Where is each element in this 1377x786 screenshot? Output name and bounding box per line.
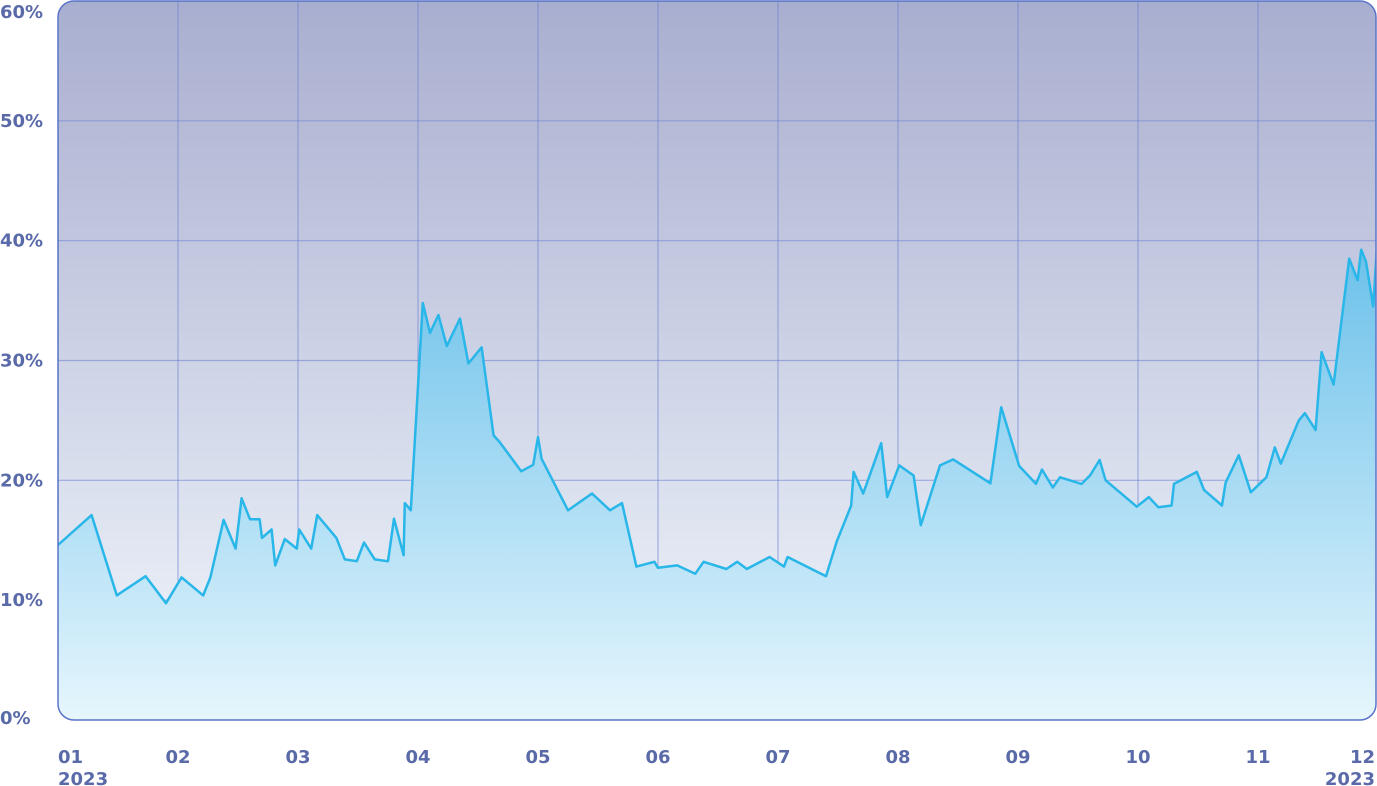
x-tick-label: 06	[645, 747, 670, 768]
plot-border	[57, 0, 1377, 721]
x-tick-label: 07	[765, 747, 790, 768]
x-tick-label: 05	[525, 747, 550, 768]
x-tick-label: 11	[1245, 747, 1270, 768]
x-tick-label: 03	[285, 747, 310, 768]
y-tick-label: 30%	[0, 351, 43, 372]
area-line	[58, 248, 1376, 605]
plot-area	[58, 1, 1376, 720]
y-tick-label: 0%	[0, 708, 31, 729]
x-tick-label: 04	[405, 747, 430, 768]
area-fill	[58, 249, 1376, 720]
x-year-label: 2023	[58, 769, 108, 786]
x-tick-label: 10	[1125, 747, 1150, 768]
y-tick-label: 60%	[0, 2, 43, 23]
y-tick-label: 50%	[0, 111, 43, 132]
y-tick-label: 10%	[0, 590, 43, 611]
x-tick-label: 09	[1005, 747, 1030, 768]
x-tick-label: 08	[885, 747, 910, 768]
x-year-label: 2023	[1325, 769, 1375, 786]
x-tick-label: 12	[1350, 747, 1375, 768]
y-tick-label: 20%	[0, 470, 43, 491]
x-tick-label: 01	[58, 747, 83, 768]
x-tick-label: 02	[165, 747, 190, 768]
y-tick-label: 40%	[0, 231, 43, 252]
